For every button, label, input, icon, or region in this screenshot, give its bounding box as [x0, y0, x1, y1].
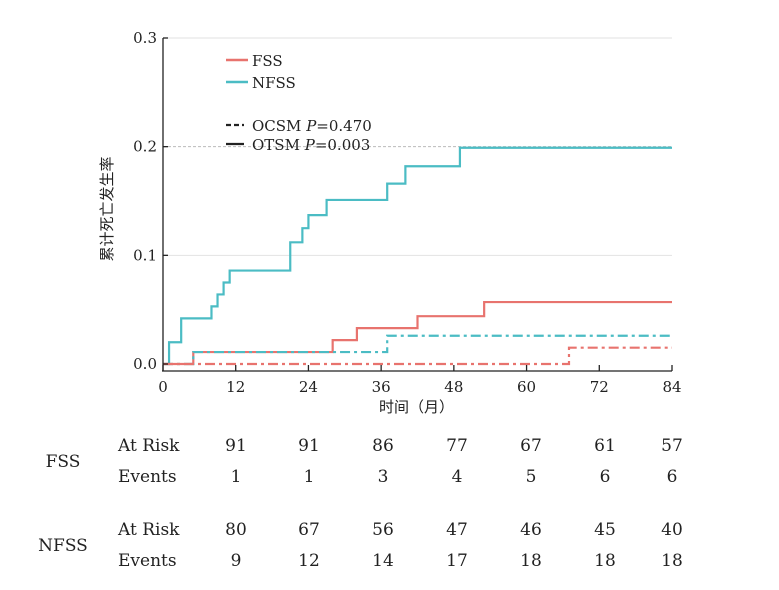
risk-cell: 56 [372, 520, 394, 540]
risk-cell: 18 [661, 551, 683, 571]
series-fss-otsm [163, 300, 672, 366]
legend-outcome-name: OCSM [252, 117, 306, 135]
risk-row-label: At Risk [117, 436, 180, 456]
y-tick-label: 0.0 [133, 355, 157, 373]
risk-cell: 80 [225, 520, 247, 540]
risk-cell: 67 [520, 436, 542, 456]
series-fss-ocsm [163, 346, 672, 366]
risk-cell: 4 [452, 467, 463, 487]
risk-cell: 18 [520, 551, 542, 571]
risk-cell: 45 [594, 520, 616, 540]
grid-layer [163, 37, 672, 256]
legend-label-ocsm: OCSM P=0.470 [252, 117, 372, 135]
series-nfss-otsm [163, 146, 672, 366]
series-layer [163, 146, 672, 366]
risk-cell: 6 [667, 467, 678, 487]
series-nfss-ocsm [163, 334, 672, 366]
legend-label-nfss: NFSS [252, 74, 296, 92]
risk-cell: 61 [594, 436, 616, 456]
x-tick-label: 12 [226, 378, 245, 396]
risk-cell: 46 [520, 520, 542, 540]
risk-cell: 6 [600, 467, 611, 487]
x-tick-label: 48 [444, 378, 463, 396]
x-tick-label: 60 [517, 378, 536, 396]
risk-cell: 12 [298, 551, 320, 571]
x-tick-label: 36 [372, 378, 391, 396]
axes: 0.0 0.1 0.2 0.3 0 12 24 36 48 60 72 84 时间（月） 累计死亡发生率 [98, 29, 682, 416]
risk-cell: 1 [304, 467, 315, 487]
risk-cell: 57 [661, 436, 683, 456]
legend-p-value: =0.003 [315, 136, 371, 154]
risk-cell: 91 [298, 436, 320, 456]
legend-label-fss: FSS [252, 52, 283, 70]
risk-cell: 47 [446, 520, 468, 540]
x-tick-label: 72 [590, 378, 609, 396]
risk-row-label: Events [118, 467, 177, 487]
x-axis-title: 时间（月） [379, 398, 454, 416]
risk-cell: 67 [298, 520, 320, 540]
risk-cell: 18 [594, 551, 616, 571]
risk-group-nfss: NFSS [38, 536, 88, 556]
risk-cell: 77 [446, 436, 468, 456]
risk-row-label: At Risk [117, 520, 180, 540]
risk-cell: 9 [231, 551, 242, 571]
risk-cell: 91 [225, 436, 247, 456]
x-tick-label: 84 [662, 378, 681, 396]
x-tick-label: 0 [158, 378, 168, 396]
legend-p-value: =0.470 [316, 117, 372, 135]
legend-p-symbol: P [304, 136, 316, 154]
risk-group-fss: FSS [46, 452, 81, 472]
risk-cell: 14 [372, 551, 394, 571]
risk-cell: 17 [446, 551, 468, 571]
x-tick-label: 24 [299, 378, 318, 396]
risk-cell: 86 [372, 436, 394, 456]
y-axis-title: 累计死亡发生率 [98, 156, 116, 261]
legend-p-symbol: P [305, 117, 317, 135]
risk-cell: 5 [526, 467, 537, 487]
legend-outcome-name: OTSM [252, 136, 305, 154]
risk-cell: 3 [378, 467, 389, 487]
risk-cell: 1 [231, 467, 242, 487]
y-tick-label: 0.3 [133, 29, 157, 47]
y-tick-label: 0.2 [133, 138, 157, 156]
risk-row-label: Events [118, 551, 177, 571]
legend-label-otsm: OTSM P=0.003 [252, 136, 370, 154]
y-tick-label: 0.1 [133, 246, 157, 264]
risk-cell: 40 [661, 520, 683, 540]
